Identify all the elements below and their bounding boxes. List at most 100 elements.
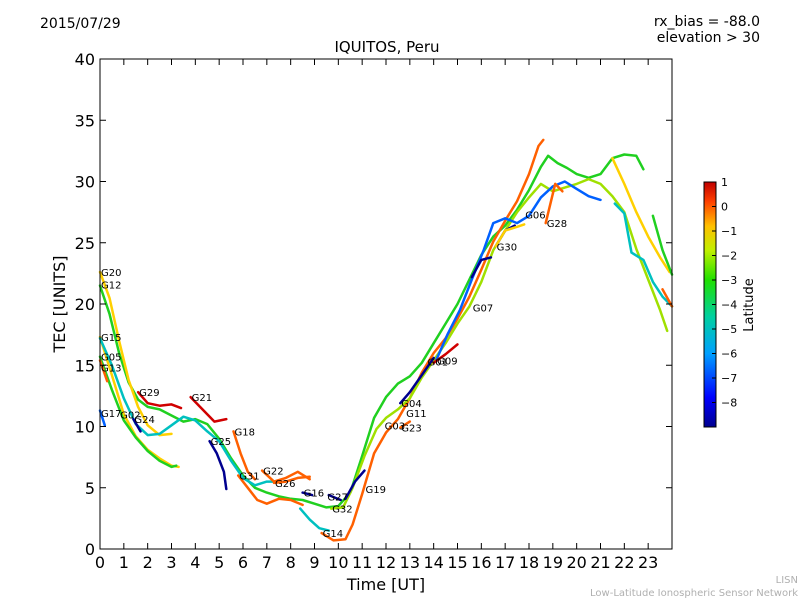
tec-series-28 <box>544 182 564 225</box>
rx-bias-label: rx_bias = -88.0 <box>653 14 760 30</box>
y-tick-label: 10 <box>75 418 95 437</box>
colorbar-tick-label: −1 <box>721 225 737 238</box>
satellite-label-g03: G03 <box>385 421 405 432</box>
x-tick-label: 13 <box>400 553 420 572</box>
satellite-label-g23: G23 <box>401 424 421 435</box>
satellite-label-g17: G17 <box>101 409 121 420</box>
satellite-label-g27: G27 <box>327 492 347 503</box>
x-tick-label: 14 <box>423 553 443 572</box>
tec-series-30 <box>613 202 674 308</box>
satellite-label-g09: G09 <box>437 356 457 367</box>
tec-series-31 <box>651 214 674 276</box>
satellite-label-g11: G11 <box>406 409 426 420</box>
date-label: 2015/07/29 <box>40 16 121 32</box>
x-tick-label: 21 <box>590 553 610 572</box>
y-tick-label: 20 <box>75 295 95 314</box>
x-tick-label: 12 <box>376 553 396 572</box>
tec-series-21 <box>399 420 412 429</box>
tec-series-8 <box>132 417 142 433</box>
tec-series-11 <box>232 430 257 481</box>
tec-series-18 <box>327 493 342 502</box>
satellite-label-g14: G14 <box>323 529 343 540</box>
x-tick-label: 2 <box>143 553 153 572</box>
colorbar-tick-label: −3 <box>721 274 737 287</box>
tec-series-20 <box>344 469 366 501</box>
x-tick-label: 4 <box>190 553 200 572</box>
colorbar-ticks: 1 0 −1 −2 −3 −4 −5 −6 −7 −8 <box>712 176 737 410</box>
y-tick-label: 25 <box>75 234 95 253</box>
x-tick-label: 0 <box>95 553 105 572</box>
tec-series-13 <box>260 469 311 483</box>
footer-network-name: Low-Latitude Ionospheric Sensor Network <box>590 588 798 599</box>
tec-series-22 <box>399 356 435 405</box>
x-tick-label: 7 <box>262 553 272 572</box>
x-tick-label: 10 <box>328 553 348 572</box>
tec-series-27 <box>494 223 526 248</box>
chart-title: IQUITOS, Peru <box>334 38 439 56</box>
tec-series-0 <box>98 153 645 509</box>
tec-series-16 <box>298 507 331 532</box>
tec-series-15 <box>301 491 314 497</box>
y-tick-label: 30 <box>75 173 95 192</box>
tec-series-5 <box>98 359 109 383</box>
x-tick-label: 22 <box>614 553 634 572</box>
x-tick-label: 20 <box>566 553 586 572</box>
footer-short-name: LISN <box>775 575 798 586</box>
satellite-label-g26: G26 <box>275 479 295 490</box>
colorbar-tick-label: 0 <box>721 201 728 214</box>
tec-series-7 <box>136 390 183 410</box>
y-axis-label: TEC [UNITS] <box>50 256 69 354</box>
x-tick-label: 17 <box>495 553 515 572</box>
colorbar-tick-label: −6 <box>721 348 737 361</box>
satellite-label-g29: G29 <box>139 388 159 399</box>
colorbar-tick-label: −2 <box>721 250 737 263</box>
x-tick-label: 3 <box>166 553 176 572</box>
y-tick-label: 40 <box>75 50 95 69</box>
tec-series-17 <box>320 138 545 542</box>
tec-series-14 <box>272 475 311 485</box>
satellite-label-g07: G07 <box>473 304 493 315</box>
x-tick-label: 1 <box>119 553 129 572</box>
x-tick-label: 23 <box>638 553 658 572</box>
tec-series-12 <box>236 474 304 507</box>
satellite-label-g15: G15 <box>101 333 121 344</box>
satellite-label-g20: G20 <box>101 268 121 279</box>
colorbar-tick-label: −5 <box>721 323 737 336</box>
y-tick-label: 0 <box>85 540 95 559</box>
tec-series-9 <box>189 395 228 423</box>
elevation-label: elevation > 30 <box>656 30 760 46</box>
satellite-label-g05: G05 <box>101 353 121 364</box>
satellite-label-g01: G01 <box>428 358 448 369</box>
satellite-label-g19: G19 <box>366 485 386 496</box>
x-tick-label: 5 <box>214 553 224 572</box>
tec-series-25 <box>470 256 493 279</box>
axis-ticks: 0 1 2 3 4 5 6 7 8 9 10 11 12 13 14 15 16 17 18 19 20 21 22 2305… <box>75 50 672 572</box>
tec-series-3 <box>98 355 178 469</box>
x-tick-label: 8 <box>286 553 296 572</box>
colorbar-tick-label: −7 <box>721 372 737 385</box>
colorbar-tick-label: 1 <box>721 176 728 189</box>
tec-series-10 <box>208 439 228 491</box>
x-tick-label: 9 <box>309 553 319 572</box>
satellite-label-g22: G22 <box>263 467 283 478</box>
colorbar-tick-label: −4 <box>721 299 737 312</box>
satellite-label-g21: G21 <box>192 393 212 404</box>
x-tick-label: 18 <box>519 553 539 572</box>
y-tick-label: 15 <box>75 356 95 375</box>
satellite-label-g06: G06 <box>525 211 545 222</box>
tec-series-4 <box>98 337 276 487</box>
colorbar-tick-label: −8 <box>721 397 737 410</box>
x-tick-label: 15 <box>447 553 467 572</box>
x-tick-label: 11 <box>352 553 372 572</box>
satellite-label-g24: G24 <box>134 415 154 426</box>
satellite-label-g28: G28 <box>547 219 567 230</box>
x-tick-label: 6 <box>238 553 248 572</box>
satellite-label-g31: G31 <box>239 472 259 483</box>
satellite-label-g13: G13 <box>101 364 121 375</box>
tec-series-24 <box>432 343 459 365</box>
satellite-label-g02: G02 <box>120 410 140 421</box>
satellite-label-g18: G18 <box>235 427 255 438</box>
colorbar-label: Latitude <box>742 278 757 332</box>
